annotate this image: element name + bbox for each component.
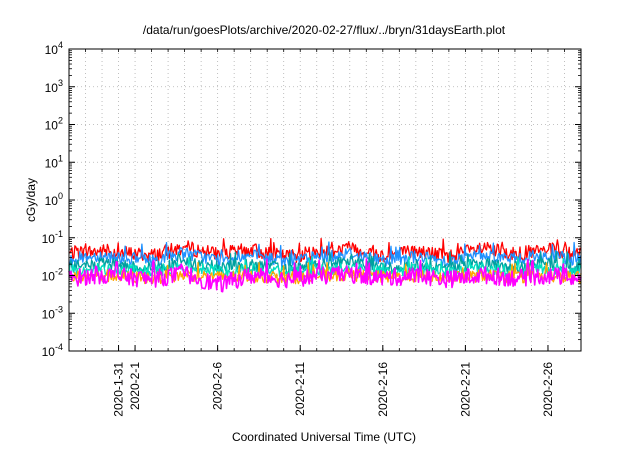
y-tick-label: 10-3 — [42, 304, 63, 321]
chart-title: /data/run/goesPlots/archive/2020-02-27/f… — [143, 23, 506, 37]
x-tick-label: 2020-2-26 — [541, 362, 555, 417]
series-line — [68, 258, 582, 293]
grid — [69, 49, 581, 351]
y-tick-label: 10-2 — [42, 267, 63, 284]
x-tick-label: 2020-2-16 — [376, 362, 390, 417]
x-tick-label: 2020-1-31 — [112, 362, 126, 417]
y-tick-label: 10-4 — [42, 342, 63, 359]
y-tick-label: 101 — [45, 153, 63, 170]
y-ticks: 10-4 10-3 10-2 10-1 100 101 102 103 104 — [42, 40, 581, 359]
x-ticks: 2020-1-31 2020-2-1 2020-2-6 2020-2-11 2020-2… — [85, 49, 565, 417]
x-tick-label: 2020-2-21 — [458, 362, 472, 417]
x-tick-label: 2020-2-6 — [211, 362, 225, 410]
x-tick-label: 2020-2-11 — [293, 362, 307, 416]
x-tick-label: 2020-2-1 — [128, 362, 142, 410]
y-axis-label: cGy/day — [24, 178, 38, 222]
y-tick-label: 100 — [45, 191, 63, 208]
y-tick-label: 10-1 — [42, 229, 63, 246]
y-tick-label: 104 — [45, 40, 63, 57]
y-tick-label: 103 — [45, 78, 63, 95]
x-axis-label: Coordinated Universal Time (UTC) — [232, 430, 416, 444]
series-layer — [68, 237, 582, 293]
y-tick-label: 102 — [45, 116, 63, 133]
